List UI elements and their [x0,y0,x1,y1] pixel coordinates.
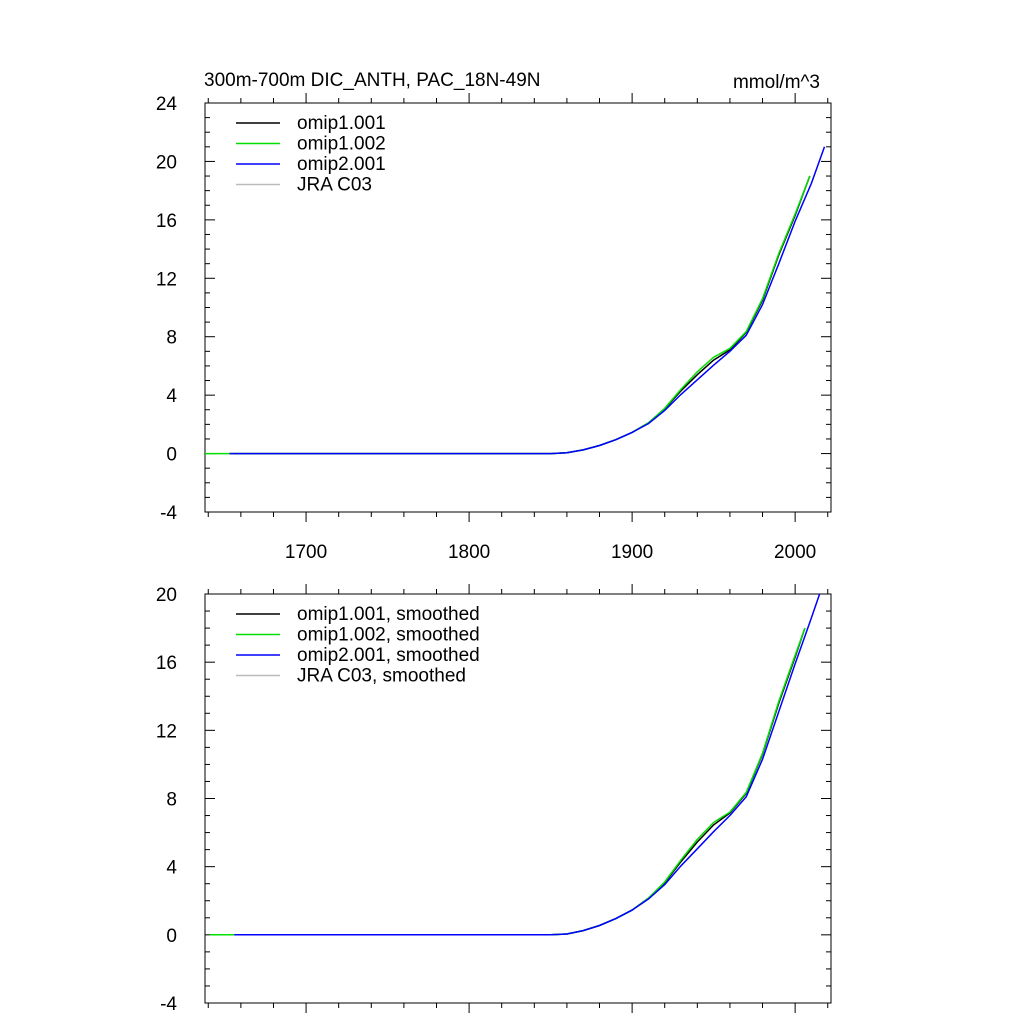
chart-1: -4 0 4 8 12 16 20 24 1700 1800 1900 2000 300m-700m D… [156,70,832,563]
y-tick-label: 4 [166,386,177,407]
legend-label: JRA C03, smoothed [297,666,466,687]
y-tick-label: 16 [156,653,177,674]
y-tick-label: 0 [166,445,177,466]
y-tick-label: 12 [156,721,177,742]
y-tick-label: 0 [166,926,177,947]
series-line-3 [229,146,826,455]
y-tick-label: 12 [156,269,177,290]
x-tick-label: 1900 [611,542,653,563]
legend-label: JRA C03 [297,175,372,196]
legend-label: omip1.001, smoothed [297,604,480,625]
y-tick-label: 8 [166,790,177,811]
legend-label: omip1.001 [297,113,386,134]
series-line-2 [205,175,811,455]
legend-label: omip1.002 [297,134,386,155]
y-tick-label: 8 [166,328,177,349]
y-tick-label: -4 [160,994,177,1015]
series-line-1 [229,175,811,455]
x-tick-label: 1800 [448,542,490,563]
chart-title: 300m-700m DIC_ANTH, PAC_18N-49N [204,70,541,91]
y-tick-label: 20 [156,585,177,606]
units-label: mmol/m^3 [733,72,820,93]
y-tick-label: 24 [156,94,178,115]
y-tick-label: -4 [160,503,177,524]
y-tick-label: 16 [156,211,177,232]
series-line-3 [234,594,821,936]
legend-label: omip1.002, smoothed [297,625,480,646]
legend-label: omip2.001 [297,154,386,175]
x-tick-label: 2000 [774,542,816,563]
x-tick-label: 1700 [285,542,327,563]
y-tick-label: 4 [166,858,177,879]
chart-2: -4 0 4 8 12 16 20 omip1.001, smoothedomip1.002,… [156,584,832,1015]
legend-label: omip2.001, smoothed [297,645,480,666]
y-tick-label: 20 [156,152,177,173]
